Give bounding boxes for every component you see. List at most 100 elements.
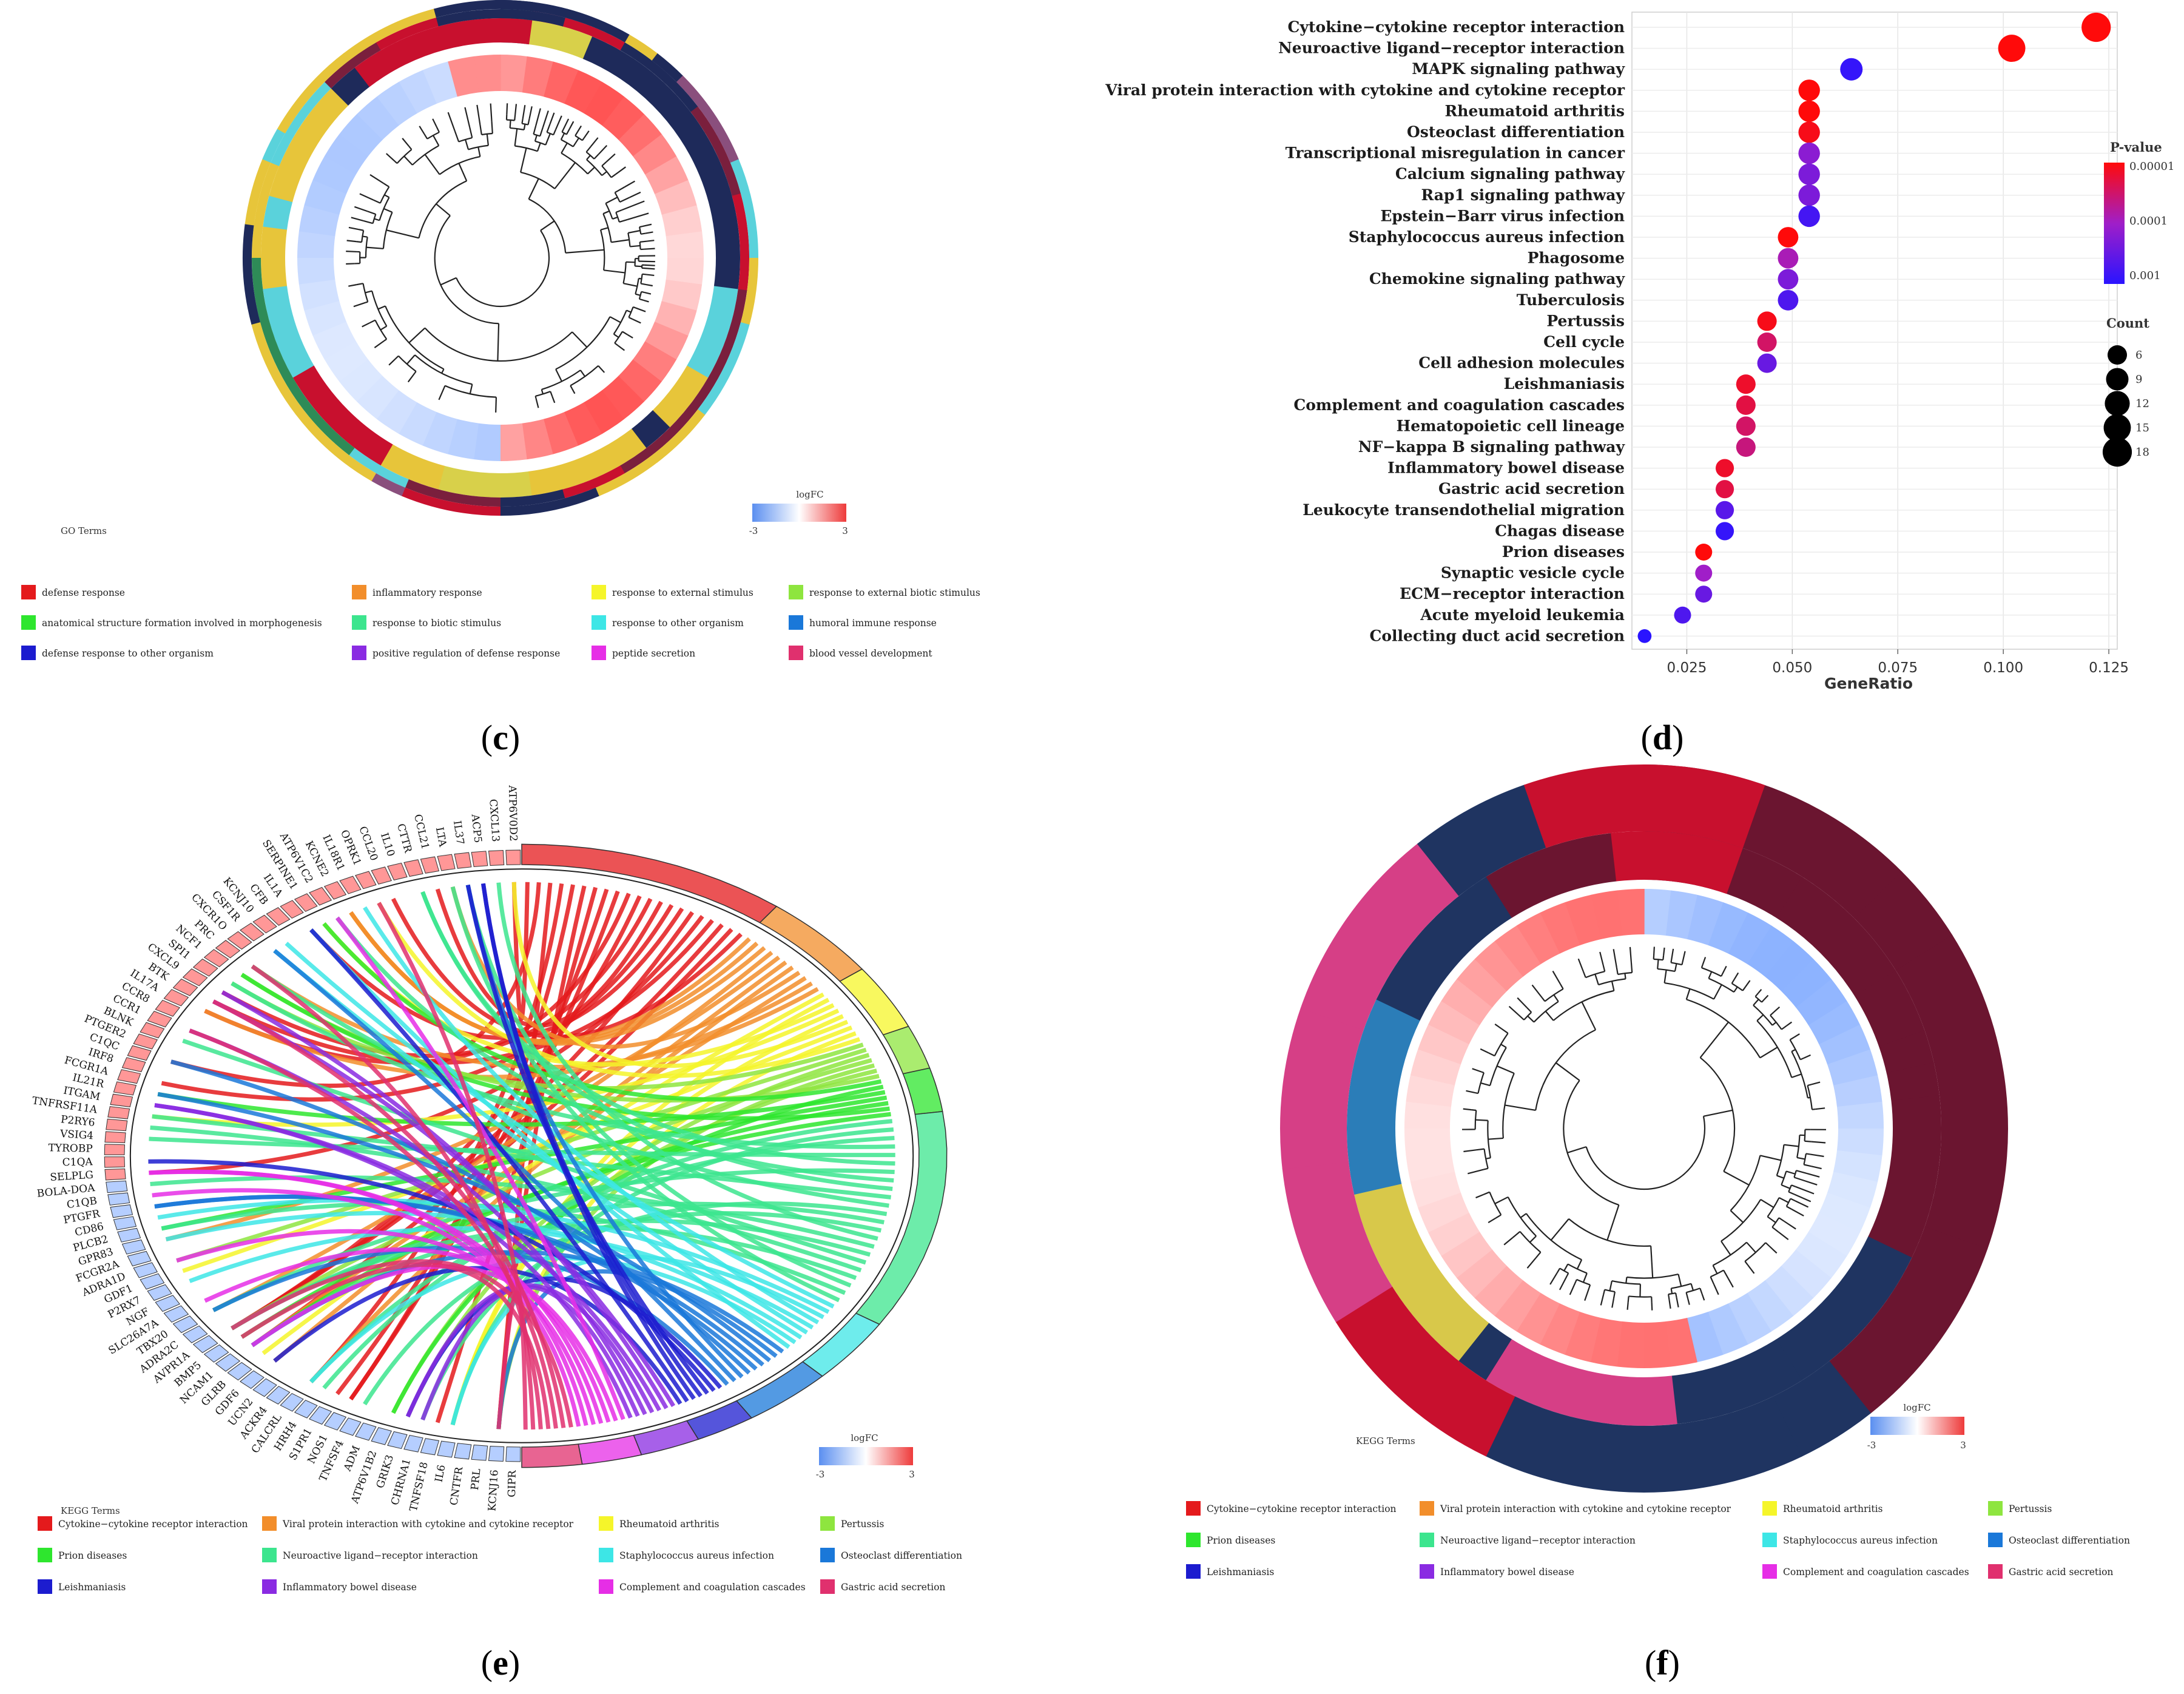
panel-c-dendrogram-branch bbox=[424, 154, 440, 175]
panel-e-arcs bbox=[129, 843, 948, 1468]
panel-d-y-tick-labels: Cytokine−cytokine receptor interaction Ne… bbox=[1105, 18, 1625, 644]
panel-c-term-cell bbox=[244, 158, 271, 226]
panel-c-logfc-max: 3 bbox=[842, 525, 848, 536]
panel-f-dendrogram-branch bbox=[1594, 974, 1599, 985]
panel-c-term-cell bbox=[562, 465, 625, 499]
panel-f-dendrogram-branch bbox=[1529, 1235, 1537, 1243]
panel-d-count-legend-tick: 18 bbox=[2135, 446, 2149, 459]
panel-c-dendrogram-branch bbox=[365, 290, 372, 294]
panel-c-term-cell bbox=[269, 88, 349, 203]
panel-c-dendrogram-branch bbox=[436, 126, 440, 133]
panel-e-gene-cell bbox=[163, 989, 189, 1007]
panel-f-legend-swatch bbox=[1988, 1533, 2003, 1547]
panel-e-gene-cell bbox=[127, 1045, 152, 1061]
panel-f-dendrogram-branch bbox=[1781, 1025, 1787, 1030]
panel-f-term-cell bbox=[1671, 1339, 1802, 1425]
panel-e-legend-item: Cytokine−cytokine receptor interaction bbox=[38, 1516, 248, 1531]
panel-e-term-arc bbox=[902, 1067, 943, 1115]
panel-c-dendrogram-branch bbox=[479, 124, 482, 135]
panel-c-legend-swatch bbox=[21, 646, 36, 660]
panel-e-chord bbox=[157, 1198, 830, 1314]
panel-c-legend-label: positive regulation of defense response bbox=[372, 648, 560, 659]
panel-c-dendrogram-branch bbox=[533, 126, 537, 135]
panel-c-legend-swatch bbox=[592, 646, 606, 660]
panel-f-logfc-cell bbox=[1494, 1280, 1541, 1332]
panel-c-dendrogram-branch bbox=[600, 227, 608, 231]
panel-c-dendrogram-branch bbox=[359, 193, 374, 201]
panel-f-dendrogram-branch bbox=[1791, 1073, 1802, 1078]
panel-c-dendrogram-branch bbox=[514, 128, 518, 146]
panel-f-legend-label: Complement and coagulation cascades bbox=[1783, 1567, 1969, 1578]
panel-f-logfc-cell bbox=[1474, 940, 1523, 991]
panel-c-term-cell bbox=[324, 427, 355, 456]
panel-c-legend-swatch bbox=[789, 646, 803, 660]
panel-c-dendrogram-branch bbox=[536, 143, 541, 152]
panel-e-term-arc bbox=[882, 1025, 931, 1075]
panel-c-dendrogram-branch bbox=[351, 217, 364, 222]
panel-e-gene-cell bbox=[227, 931, 252, 950]
panel-e-legend-label: Cytokine−cytokine receptor interaction bbox=[58, 1519, 248, 1530]
panel-f-dendrogram-branch bbox=[1517, 997, 1528, 1008]
panel-c-legend-item: inflammatory response bbox=[352, 585, 482, 599]
panel-c-term-cell bbox=[716, 129, 739, 163]
panel-c-dendrogram-branch bbox=[635, 307, 646, 312]
panel-c-dendrogram-branch bbox=[639, 298, 644, 302]
panel-f-legend-swatch bbox=[1420, 1501, 1434, 1516]
panel-e-gene-cell bbox=[505, 1446, 521, 1462]
panel-f-dendrogram-branch bbox=[1796, 1170, 1807, 1175]
panel-c-logfc-cell bbox=[356, 376, 399, 419]
panel-d-x-tick: 0.075 bbox=[1878, 660, 1918, 676]
panel-e-gene-cell bbox=[182, 968, 208, 987]
panel-e-gene-cell bbox=[155, 1295, 181, 1312]
panel-f-term-cell bbox=[1411, 1283, 1489, 1362]
panel-c-legend-swatch bbox=[352, 585, 366, 599]
panel-e-gene-label: CCL21 bbox=[411, 813, 431, 851]
panel-f-dendrogram-branch bbox=[1556, 1267, 1561, 1274]
panel-f-dendrogram-branch bbox=[1600, 1294, 1605, 1306]
panel-e-legend-swatch bbox=[262, 1516, 277, 1531]
panel-f-dendrogram-branch bbox=[1788, 1191, 1795, 1195]
panel-f-dendrogram-branch bbox=[1676, 1297, 1679, 1308]
panel-e-gene-label: GRIK3 bbox=[374, 1453, 396, 1490]
panel-f-term-cell bbox=[1776, 1236, 1912, 1381]
panel-f-dendrogram-branch bbox=[1577, 958, 1584, 972]
panel-e-gene-cell bbox=[471, 1444, 488, 1461]
panel-e-gene-label: LTA bbox=[433, 826, 449, 848]
panel-c-logfc-cell bbox=[304, 180, 347, 215]
panel-c-label: (c) bbox=[481, 718, 520, 757]
panel-f-dendrogram-branch bbox=[1488, 1052, 1495, 1057]
panel-f-logfc-cell bbox=[1494, 925, 1542, 977]
panel-c-term-cell bbox=[263, 285, 314, 378]
panel-d-term-label: Chagas disease bbox=[1495, 522, 1625, 539]
panel-f-dendrogram-branch bbox=[1721, 974, 1723, 977]
panel-c-dendrogram-branch bbox=[490, 103, 493, 122]
panel-c-legend-item: blood vessel development bbox=[789, 646, 932, 660]
panel-c-dendrogram-branch bbox=[562, 118, 570, 130]
panel-e-chord: ATP6V0D2CXCL13ACP5IL37LTACCL21CTTRIL10CC… bbox=[32, 785, 962, 1594]
panel-f-dendrogram-branch bbox=[1545, 1010, 1554, 1021]
panel-d-term-label: Neuroactive ligand−receptor interaction bbox=[1278, 39, 1625, 57]
panel-d-count-legend: Count 6 9 12 15 18 bbox=[2102, 316, 2149, 467]
panel-c-dendrogram-branch bbox=[609, 316, 621, 323]
panel-d-count-legend-dot bbox=[2106, 368, 2129, 391]
panel-f-term-cell bbox=[1854, 871, 1953, 971]
panel-e-gene-cell bbox=[280, 1392, 304, 1412]
panel-c-term-cell bbox=[271, 81, 332, 166]
panel-f-dendrogram-branch bbox=[1488, 1137, 1503, 1140]
panel-e-legend-swatch bbox=[599, 1516, 613, 1531]
panel-c-logfc-title: logFC bbox=[796, 489, 823, 500]
panel-c-term-cell bbox=[292, 365, 393, 466]
panel-c-term-cell bbox=[270, 349, 331, 434]
panel-c-dendrogram-branch bbox=[357, 228, 364, 231]
panel-d-point bbox=[1778, 269, 1799, 290]
panel-c-dendrogram-branch bbox=[477, 147, 481, 157]
panel-f-dendrogram-branch bbox=[1801, 1179, 1818, 1186]
panel-f-dendrogram-branch bbox=[1468, 1169, 1485, 1175]
panel-e-gene-cell bbox=[403, 859, 423, 877]
panel-c-dendrogram-branch bbox=[569, 121, 575, 129]
panel-d-term-label: NF−kappa B signaling pathway bbox=[1358, 438, 1626, 456]
panel-c-legend-swatch bbox=[789, 585, 803, 599]
panel-c-logfc-cell bbox=[632, 341, 677, 382]
panel-d-x-tick: 0.050 bbox=[1772, 660, 1812, 676]
panel-f-dendrogram-branch bbox=[1552, 970, 1561, 985]
